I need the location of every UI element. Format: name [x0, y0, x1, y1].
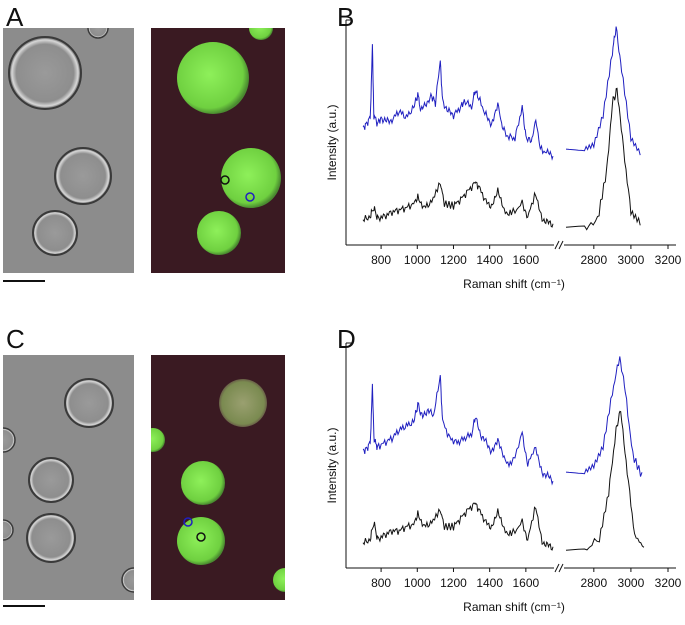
- black-marker-c: [196, 532, 206, 542]
- brightfield-image-c: [3, 355, 134, 600]
- chart-b-axis-break: [558, 240, 564, 250]
- chart-d-x-axis-label: Raman shift (cm⁻¹): [463, 600, 565, 614]
- chart-b-x-tick-label: 1200: [440, 253, 467, 267]
- chart-d-axis-break: [554, 563, 560, 573]
- fluorescence-image-a: [151, 28, 285, 273]
- panel-letter-d: D: [337, 324, 356, 354]
- chart-b-y-axis-label: Intensity (a.u.): [325, 104, 339, 180]
- chart-d-series-blue-low: [362, 375, 554, 486]
- chart-b-x-tick-label: 1400: [476, 253, 503, 267]
- chart-b-x-tick-label: 1600: [513, 253, 540, 267]
- chart-b-series-blue-high: [565, 26, 641, 156]
- chart-d-x-tick-label: 1200: [440, 576, 467, 590]
- chart-d-axis-break: [558, 563, 564, 573]
- chart-d-series-blue-high: [565, 356, 643, 477]
- chart-d-y-axis-label: Intensity (a.u.): [325, 427, 339, 503]
- chart-d-series-black-high: [565, 410, 645, 551]
- fluorescence-image-c: [151, 355, 285, 600]
- chart-b-series-blue-low: [362, 44, 554, 161]
- chart-b-x-axis-label: Raman shift (cm⁻¹): [463, 277, 565, 291]
- chart-d-x-tick-label: 2800: [580, 576, 607, 590]
- chart-b-x-tick-label: 3000: [618, 253, 645, 267]
- chart-d-x-tick-label: 1400: [476, 576, 503, 590]
- blue-marker-a: [245, 192, 255, 202]
- chart-b-series-black-high: [565, 87, 641, 231]
- chart-b-x-tick-label: 3200: [655, 253, 682, 267]
- panel-letter-b: B: [337, 2, 355, 32]
- chart-d-x-tick-label: 800: [371, 576, 391, 590]
- blue-marker-c: [183, 517, 193, 527]
- scale-bar-a: [3, 280, 45, 282]
- chart-b-x-tick-label: 800: [371, 253, 391, 267]
- chart-d-x-tick-label: 1000: [404, 576, 431, 590]
- chart-b-x-tick-label: 2800: [580, 253, 607, 267]
- chart-d-series-black-low: [362, 502, 554, 551]
- raman-chart-d: 800 1000 1200 1400 1600 2800 3000 3200 Raman shi…: [325, 342, 682, 614]
- chart-d-x-tick-label: 3200: [655, 576, 682, 590]
- panel-letter-a: A: [6, 2, 24, 32]
- chart-d-x-tick-label: 3000: [618, 576, 645, 590]
- chart-d-x-tick-label: 1600: [513, 576, 540, 590]
- brightfield-image-a: [3, 28, 134, 273]
- raman-chart-b: 800 1000 1200 1400 1600 2800 3000 3200 Raman shi…: [325, 19, 682, 291]
- chart-b-axis-break: [554, 240, 560, 250]
- scale-bar-c: [3, 605, 45, 607]
- black-marker-a: [220, 175, 230, 185]
- chart-b-series-black-low: [362, 181, 554, 228]
- chart-b-x-tick-label: 1000: [404, 253, 431, 267]
- panel-letter-c: C: [6, 324, 25, 354]
